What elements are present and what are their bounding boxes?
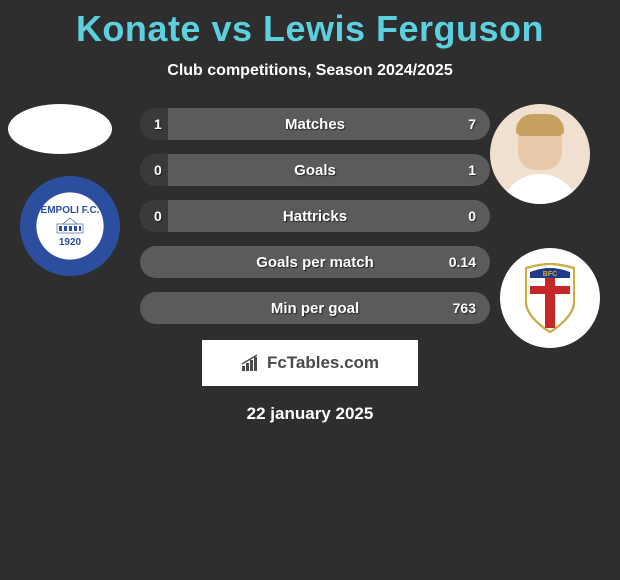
player-right-avatar bbox=[490, 104, 590, 204]
stat-row: Goals per match 0.14 bbox=[140, 246, 490, 278]
stat-label: Min per goal bbox=[140, 300, 490, 317]
club-left-building-icon bbox=[55, 216, 85, 234]
stat-value-right: 1 bbox=[468, 162, 476, 178]
stat-value-right: 0.14 bbox=[449, 254, 476, 270]
club-left-year: 1920 bbox=[41, 237, 100, 248]
player-right-hair bbox=[516, 114, 564, 136]
stat-row: 1 Matches 7 bbox=[140, 108, 490, 140]
page-title: Konate vs Lewis Ferguson bbox=[0, 0, 620, 50]
club-right-shield-icon: BFC bbox=[520, 262, 580, 334]
stat-label: Matches bbox=[140, 116, 490, 133]
club-left-name: EMPOLI F.C. bbox=[41, 205, 100, 216]
player-right-jersey bbox=[500, 174, 580, 204]
stat-value-right: 763 bbox=[453, 300, 476, 316]
club-right-badge: BFC bbox=[500, 248, 600, 348]
club-left-badge: EMPOLI F.C. 1920 bbox=[20, 176, 120, 276]
stat-row: Min per goal 763 bbox=[140, 292, 490, 324]
stats-rows: 1 Matches 7 0 Goals 1 0 Hattricks 0 Goal… bbox=[140, 108, 490, 324]
page-subtitle: Club competitions, Season 2024/2025 bbox=[0, 62, 620, 80]
player-left-avatar bbox=[8, 104, 112, 154]
stat-row: 0 Hattricks 0 bbox=[140, 200, 490, 232]
stat-value-right: 7 bbox=[468, 116, 476, 132]
club-right-name: BFC bbox=[543, 271, 557, 278]
club-left-label: EMPOLI F.C. 1920 bbox=[41, 205, 100, 248]
watermark-chart-icon bbox=[241, 354, 263, 372]
comparison-panel: EMPOLI F.C. 1920 B bbox=[0, 108, 620, 424]
watermark-label: FcTables.com bbox=[267, 353, 379, 373]
stat-label: Goals bbox=[140, 162, 490, 179]
stat-label: Goals per match bbox=[140, 254, 490, 271]
stat-value-right: 0 bbox=[468, 208, 476, 224]
watermark: FcTables.com bbox=[202, 340, 418, 386]
date-label: 22 january 2025 bbox=[0, 404, 620, 424]
stat-label: Hattricks bbox=[140, 208, 490, 225]
stat-row: 0 Goals 1 bbox=[140, 154, 490, 186]
